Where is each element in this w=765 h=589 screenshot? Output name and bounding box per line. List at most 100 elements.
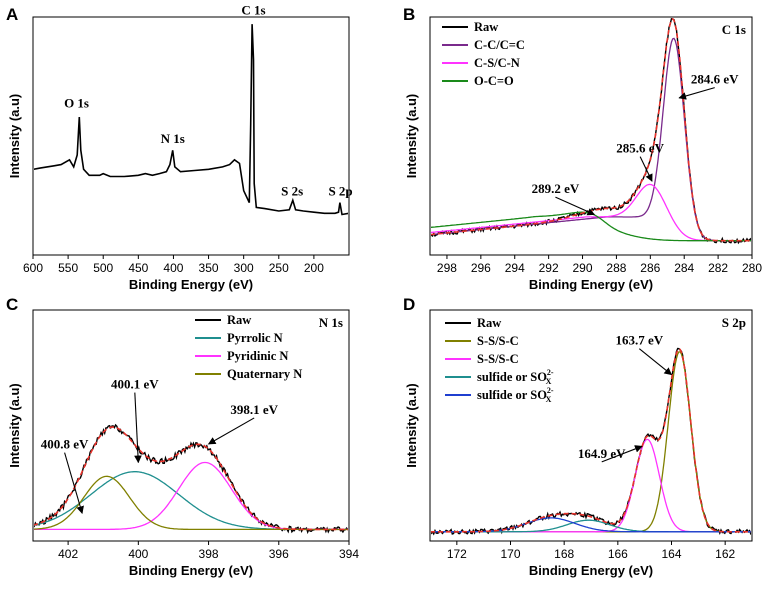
x-tick-label: 250 bbox=[269, 261, 289, 275]
annotation-arrow bbox=[64, 452, 84, 515]
series-line-sulfide-or-so2-x-168-5 bbox=[431, 517, 751, 533]
plot-frame bbox=[429, 309, 753, 542]
peak-annotation: 164.9 eV bbox=[578, 446, 626, 461]
x-tick-label: 402 bbox=[58, 547, 78, 561]
peak-annotation: S 2p bbox=[328, 184, 352, 199]
x-tick-label: 400 bbox=[163, 261, 183, 275]
panel-letter-b: B bbox=[403, 5, 415, 24]
legend: Raw S-S/S-C S-S/S-C sulfide or SO2-Xsulfide… bbox=[445, 316, 554, 404]
annotation-arrow bbox=[207, 417, 255, 445]
y-axis-label: Intensity (a.u) bbox=[404, 383, 419, 468]
x-tick-label: 284 bbox=[674, 261, 694, 275]
peak-annotation: 289.2 eV bbox=[532, 181, 580, 196]
x-tick-label: 172 bbox=[447, 547, 467, 561]
panel-title: N 1s bbox=[319, 315, 343, 330]
x-tick-label: 350 bbox=[199, 261, 219, 275]
annotation-arrow bbox=[638, 348, 673, 376]
x-axis-label: Binding Energy (eV) bbox=[529, 277, 653, 292]
series-group bbox=[34, 423, 348, 535]
series-line-c-s-c-n bbox=[431, 183, 751, 242]
annotation-arrow bbox=[678, 87, 715, 100]
series-line-fit-envelope bbox=[431, 18, 751, 242]
y-axis-label: Intensity (a.u) bbox=[404, 94, 419, 179]
legend-entry: Raw bbox=[227, 313, 251, 327]
legend-entry: C-S/C-N bbox=[474, 56, 520, 70]
series-line-pyrrolic-n bbox=[34, 471, 348, 531]
x-tick-label: 290 bbox=[573, 261, 593, 275]
x-tick-label: 450 bbox=[128, 261, 148, 275]
panel-b: B 298 296 294 292 290 288 286 284 282 280 Binding E… bbox=[403, 5, 762, 292]
x-tick-label: 400 bbox=[128, 547, 148, 561]
x-axis-label: Binding Energy (eV) bbox=[129, 277, 253, 292]
plot-frame bbox=[32, 309, 350, 542]
x-tick-label: 396 bbox=[269, 547, 289, 561]
peak-annotation: 284.6 eV bbox=[691, 72, 739, 87]
x-axis-label: Binding Energy (eV) bbox=[129, 563, 253, 578]
panel-letter-d: D bbox=[403, 295, 415, 314]
x-tick-label: 398 bbox=[199, 547, 219, 561]
peak-annotation: 400.8 eV bbox=[41, 437, 89, 452]
series-line-raw bbox=[431, 18, 751, 245]
legend-entry: Quaternary N bbox=[227, 367, 302, 381]
panel-a: A 600 550 500 450 400 350 300 250 200 Binding Ener… bbox=[6, 3, 353, 292]
x-tick-label: 280 bbox=[742, 261, 762, 275]
panel-title: C 1s bbox=[722, 22, 746, 37]
legend-entry: O-C=O bbox=[474, 74, 514, 88]
plot-frame bbox=[32, 16, 350, 256]
peak-annotation: S 2s bbox=[281, 184, 303, 199]
plot-frame bbox=[429, 16, 753, 256]
annotation-arrow bbox=[601, 445, 643, 463]
y-axis-label: Intensity (a.u) bbox=[7, 383, 22, 468]
series-line-quaternary-n bbox=[34, 475, 348, 531]
x-tick-label: 166 bbox=[608, 547, 628, 561]
legend-entry: Pyrrolic N bbox=[227, 331, 283, 345]
legend-entry: S-S/S-C bbox=[477, 352, 519, 366]
legend-entry: Raw bbox=[474, 20, 498, 34]
peak-annotation: 400.1 eV bbox=[111, 377, 159, 392]
annotation-arrow bbox=[134, 392, 142, 464]
x-tick-label: 286 bbox=[640, 261, 660, 275]
x-tick-label: 298 bbox=[437, 261, 457, 275]
legend-entry: sulfide or SO2-X bbox=[477, 386, 554, 404]
peak-annotation: 285.6 eV bbox=[616, 141, 664, 156]
legend-entry: C-C/C=C bbox=[474, 38, 525, 52]
x-tick-label: 168 bbox=[554, 547, 574, 561]
annotation-arrow bbox=[639, 156, 653, 182]
x-axis-label: Binding Energy (eV) bbox=[529, 563, 653, 578]
legend: Raw C-C/C=C C-S/C-N O-C=O bbox=[442, 20, 525, 88]
x-tick-label: 296 bbox=[471, 261, 491, 275]
peak-annotation: 163.7 eV bbox=[615, 333, 663, 348]
legend-entry: Raw bbox=[477, 316, 501, 330]
x-tick-label: 292 bbox=[539, 261, 559, 275]
series-group bbox=[34, 24, 348, 216]
x-tick-label: 294 bbox=[505, 261, 525, 275]
x-tick-label: 550 bbox=[58, 261, 78, 275]
series-group bbox=[431, 18, 751, 245]
x-tick-label: 288 bbox=[606, 261, 626, 275]
legend-entry: S-S/S-C bbox=[477, 334, 519, 348]
series-line-fit-envelope bbox=[34, 426, 348, 531]
legend-entry: sulfide or SO2-X bbox=[477, 368, 554, 386]
x-tick-label: 394 bbox=[339, 547, 359, 561]
annotation-arrow bbox=[555, 196, 596, 216]
x-tick-label: 500 bbox=[93, 261, 113, 275]
series-line-fit-envelope bbox=[431, 347, 751, 533]
panel-letter-a: A bbox=[6, 5, 18, 24]
legend-entry: Pyridinic N bbox=[227, 349, 288, 363]
x-tick-label: 300 bbox=[234, 261, 254, 275]
panel-d: D 172 170 168 166 164 162 Binding Energy (eV) In… bbox=[403, 295, 753, 578]
panel-title: S 2p bbox=[722, 315, 746, 330]
x-tick-label: 162 bbox=[715, 547, 735, 561]
peak-annotation: C 1s bbox=[241, 3, 265, 18]
peak-annotation: O 1s bbox=[64, 95, 89, 110]
series-group bbox=[431, 347, 751, 536]
panel-c: C 402 400 398 396 394 Binding Energy (eV) Inten… bbox=[6, 295, 359, 578]
panel-letter-c: C bbox=[6, 295, 18, 314]
x-tick-label: 170 bbox=[500, 547, 520, 561]
legend: Raw Pyrrolic N Pyridinic N Quaternary N bbox=[195, 313, 302, 381]
x-tick-label: 164 bbox=[661, 547, 681, 561]
x-tick-label: 200 bbox=[304, 261, 324, 275]
peak-annotation: N 1s bbox=[161, 131, 185, 146]
series-line-pyridinic-n bbox=[34, 461, 348, 531]
